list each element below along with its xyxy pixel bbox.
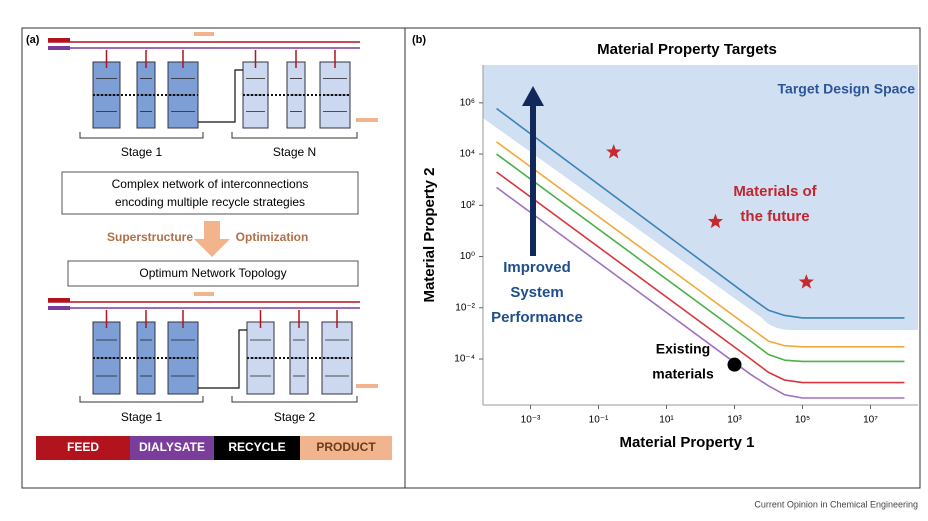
y-tick-label: 10⁻² [455,302,475,313]
y-tick-label: 10⁴ [460,149,475,160]
x-tick-label: 10⁻³ [521,415,541,426]
x-axis-label: Material Property 1 [619,434,754,451]
footer: Current Opinion in Chemical Engineering [754,499,918,509]
stage-bracket [232,396,357,402]
figure: (a) (b) Material Property Targets Materi… [0,0,928,516]
annotation: Existing [656,341,710,357]
point-marker [727,358,741,372]
y-tick-label: 10⁻⁴ [454,354,475,365]
y-tick-label: 10² [461,200,476,211]
stage-label: Stage 2 [274,410,316,424]
annotation: the future [740,208,809,225]
inlet [48,306,70,310]
product-out [194,32,214,36]
x-tick-label: 10³ [727,415,742,426]
stage-label: Stage 1 [121,410,163,424]
stage-label: Stage 1 [121,145,163,159]
arrow-text: Optimization [236,230,309,244]
legend-label: RECYCLE [228,440,285,454]
recycle-line [198,330,247,388]
chart-title: Material Property Targets [597,41,777,58]
annotation: Improved [503,259,571,276]
down-arrow [194,221,230,257]
inlet [48,298,70,302]
product-out [194,292,214,296]
x-tick-label: 10¹ [659,415,674,426]
legend-label: PRODUCT [316,440,376,454]
arrow-text: Superstructure [107,230,193,244]
annotation: System [510,284,563,301]
annotation: Materials of [733,183,817,200]
stage-label: Stage N [273,145,316,159]
annotation: Target Design Space [778,81,916,97]
annotation: Performance [491,309,583,326]
box-text: Optimum Network Topology [139,266,286,280]
panel-label: (b) [412,34,426,46]
box-text: Complex network of interconnections [112,177,309,191]
product-out [356,118,378,122]
stage-bracket [232,132,357,138]
inlet [48,38,70,42]
stage-bracket [80,396,203,402]
x-tick-label: 10⁻¹ [589,415,609,426]
y-tick-label: 10⁰ [460,251,475,262]
legend-label: DIALYSATE [139,440,205,454]
y-axis-label: Material Property 2 [421,167,438,302]
recycle-line [198,70,243,122]
inlet [48,46,70,50]
stage-bracket [80,132,203,138]
y-tick-label: 10⁶ [460,97,475,108]
box-text: encoding multiple recycle strategies [115,195,305,209]
panel-label: (a) [26,34,40,46]
legend-label: FEED [67,440,99,454]
annotation: materials [652,366,714,382]
x-tick-label: 10⁷ [863,415,878,426]
product-out [356,384,378,388]
x-tick-label: 10⁵ [795,415,810,426]
